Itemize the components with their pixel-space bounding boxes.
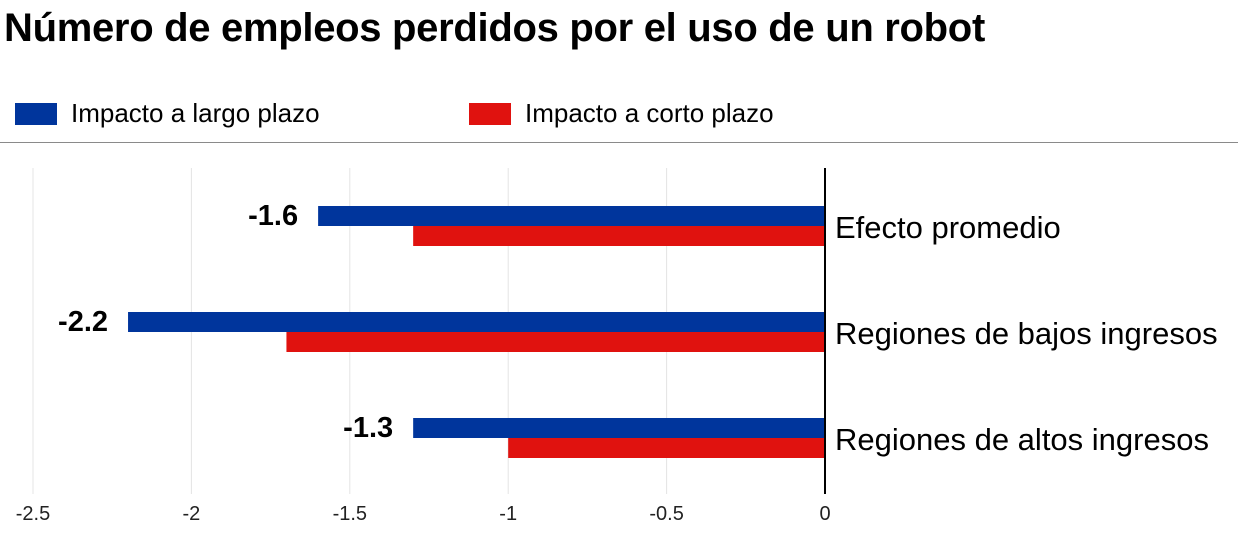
legend-swatch-short-term <box>469 102 511 125</box>
data-label: -1.6 <box>248 200 298 232</box>
data-label: -1.3 <box>343 412 393 444</box>
data-label: -2.2 <box>58 306 108 338</box>
bar-long-term <box>318 206 825 226</box>
category-label: Regiones de bajos ingresos <box>835 316 1218 351</box>
legend: Impacto a largo plazo Impacto a corto pl… <box>0 98 1260 132</box>
x-tick-label: 0 <box>819 503 830 525</box>
bar-short-term <box>508 438 825 458</box>
chart-title: Número de empleos perdidos por el uso de… <box>4 6 985 50</box>
x-tick-label: -0.5 <box>649 503 683 525</box>
bar-long-term <box>413 418 825 438</box>
legend-label-long-term: Impacto a largo plazo <box>71 98 320 128</box>
x-tick-label: -2.5 <box>16 503 50 525</box>
x-tick-label: -2 <box>183 503 201 525</box>
legend-item-short-term: Impacto a corto plazo <box>469 98 774 129</box>
x-tick-label: -1 <box>499 503 517 525</box>
bar-short-term <box>286 332 825 352</box>
bar-long-term <box>128 312 826 332</box>
legend-item-long-term: Impacto a largo plazo <box>15 98 320 129</box>
category-label: Efecto promedio <box>835 210 1061 245</box>
category-label: Regiones de altos ingresos <box>835 422 1209 457</box>
legend-label-short-term: Impacto a corto plazo <box>525 98 774 128</box>
x-tick-label: -1.5 <box>333 503 367 525</box>
legend-divider <box>0 142 1238 143</box>
legend-swatch-long-term <box>15 102 57 125</box>
bar-short-term <box>413 226 825 246</box>
